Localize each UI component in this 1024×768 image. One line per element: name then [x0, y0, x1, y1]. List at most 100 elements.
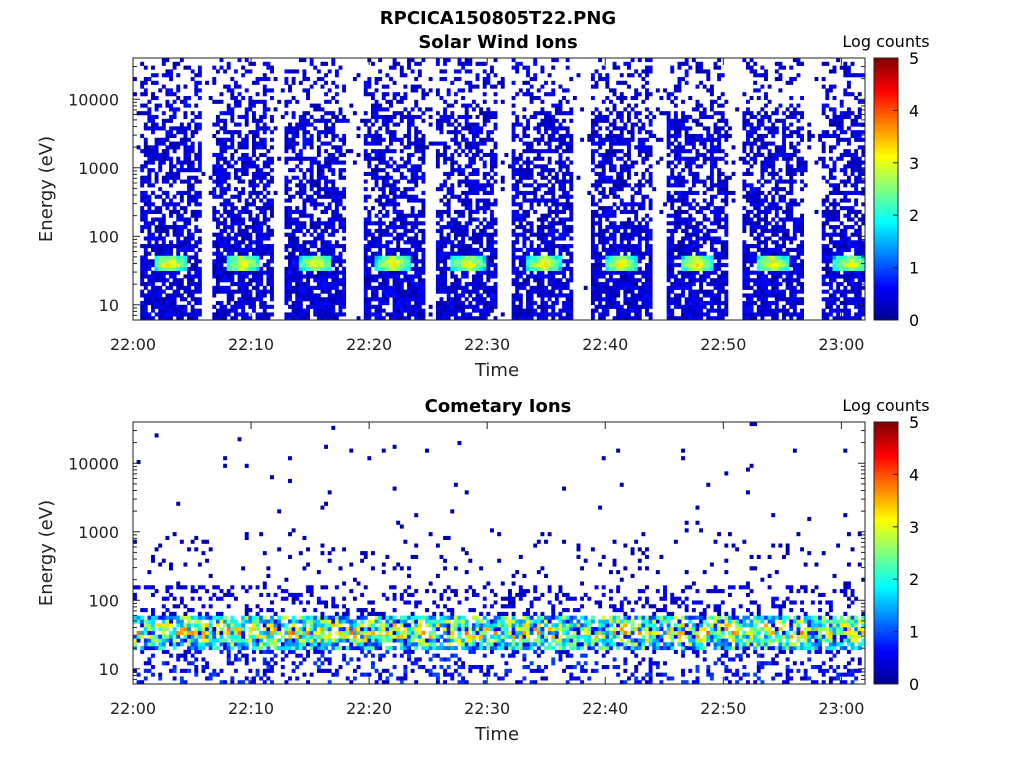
spectrogram-cell: [248, 156, 253, 161]
spectrogram-cell: [172, 278, 177, 283]
spectrogram-cell: [616, 278, 621, 283]
spectrogram-cell: [320, 259, 325, 264]
spectrogram-cell: [554, 259, 559, 264]
spectrogram-cell: [154, 228, 159, 233]
spectrogram-cell: [194, 251, 199, 256]
spectrogram-cell: [252, 251, 256, 256]
spectrogram-cell: [248, 266, 253, 271]
spectrogram-cell: [248, 217, 253, 222]
spectrogram-cell: [414, 247, 419, 252]
spectrogram-cell: [634, 213, 639, 218]
spectrogram-cell: [165, 308, 170, 313]
spectrogram-cell: [475, 236, 480, 241]
spectrogram-cell: [399, 301, 404, 306]
spectrogram-cell: [608, 289, 613, 294]
spectrogram-cell: [533, 308, 538, 313]
spectrogram-cell: [154, 126, 159, 131]
spectrogram-cell: [461, 88, 466, 93]
spectrogram-cell: [161, 149, 166, 154]
spectrogram-cell: [197, 270, 202, 275]
spectrogram-cell: [342, 221, 347, 226]
spectrogram-cell: [241, 145, 246, 150]
spectrogram-cell: [446, 156, 451, 161]
spectrogram-cell: [143, 88, 148, 93]
spectrogram-cell: [158, 221, 163, 226]
spectrogram-cell: [486, 240, 491, 245]
spectrogram-cell: [298, 190, 303, 195]
spectrogram-cell: [425, 92, 429, 97]
spectrogram-cell: [461, 65, 466, 70]
spectrogram-cell: [421, 209, 426, 214]
spectrogram-cell: [453, 301, 458, 306]
spectrogram-cell: [179, 259, 184, 264]
spectrogram-cell: [197, 274, 202, 279]
spectrogram-cell: [569, 141, 574, 146]
spectrogram-cell: [331, 312, 336, 317]
spectrogram-cell: [464, 289, 469, 294]
spectrogram-cell: [471, 285, 476, 290]
spectrogram-cell: [554, 145, 559, 150]
spectrogram-cell: [565, 312, 570, 317]
spectrogram-cell: [396, 293, 401, 298]
spectrogram-cell: [212, 194, 217, 199]
spectrogram-cell: [324, 141, 329, 146]
spectrogram-cell: [634, 95, 639, 101]
spectrogram-cell: [248, 130, 253, 135]
spectrogram-cell: [252, 141, 256, 146]
spectrogram-cell: [648, 278, 653, 283]
spectrogram-cell: [565, 217, 570, 222]
spectrogram-cell: [237, 263, 242, 268]
spectrogram-cell: [313, 190, 318, 195]
spectrogram-cell: [616, 293, 621, 298]
spectrogram-cell: [306, 168, 310, 173]
spectrogram-cell: [169, 213, 173, 218]
spectrogram-cell: [158, 278, 163, 283]
spectrogram-cell: [627, 130, 631, 135]
spectrogram-cell: [536, 289, 541, 294]
spectrogram-cell: [140, 263, 145, 268]
spectrogram-cell: [439, 130, 444, 135]
spectrogram-cell: [598, 263, 603, 268]
spectrogram-cell: [338, 160, 343, 165]
spectrogram-cell: [313, 107, 318, 112]
spectrogram-cell: [590, 247, 595, 252]
spectrogram-cell: [396, 225, 401, 230]
spectrogram-cell: [288, 263, 292, 268]
spectrogram-cell: [176, 160, 181, 165]
spectrogram-cell: [363, 187, 368, 192]
spectrogram-cell: [421, 137, 426, 142]
spectrogram-cell: [215, 164, 220, 169]
spectrogram-cell: [172, 145, 177, 150]
spectrogram-cell: [230, 111, 235, 116]
spectrogram-cell: [176, 145, 181, 150]
spectrogram-cell: [540, 247, 545, 252]
spectrogram-cell: [518, 312, 523, 317]
spectrogram-cell: [241, 259, 246, 264]
spectrogram-cell: [259, 175, 264, 180]
spectrogram-cell: [143, 316, 148, 321]
spectrogram-cell: [627, 84, 631, 89]
spectrogram-cell: [594, 247, 599, 252]
spectrogram-cell: [179, 190, 184, 195]
spectrogram-cell: [641, 225, 646, 230]
spectrogram-cell: [306, 316, 310, 321]
spectrogram-cell: [284, 213, 289, 218]
spectrogram-cell: [309, 171, 314, 177]
spectrogram-cell: [468, 217, 473, 222]
spectrogram-cell: [457, 152, 462, 158]
spectrogram-cell: [475, 145, 480, 150]
spectrogram-cell: [450, 308, 455, 313]
spectrogram-cell: [252, 152, 256, 158]
spectrogram-cell: [288, 179, 292, 184]
spectrogram-cell: [295, 263, 300, 268]
spectrogram-cell: [569, 179, 574, 184]
spectrogram-cell: [280, 88, 285, 93]
spectrogram-cell: [389, 141, 393, 146]
spectrogram-cell: [489, 114, 494, 120]
spectrogram-cell: [475, 133, 480, 139]
spectrogram-cell: [252, 149, 256, 154]
spectrogram-cell: [562, 137, 567, 142]
spectrogram-cell: [518, 259, 523, 264]
spectrogram-cell: [526, 80, 530, 85]
spectrogram-cell: [215, 270, 220, 275]
